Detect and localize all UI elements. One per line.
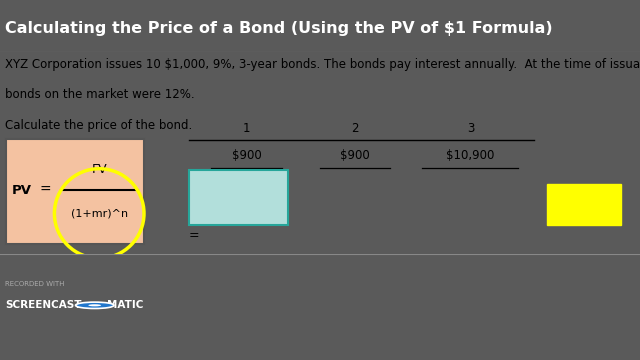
FancyBboxPatch shape bbox=[6, 139, 144, 244]
Circle shape bbox=[88, 304, 101, 306]
Text: (1+mr)^n: (1+mr)^n bbox=[70, 208, 128, 219]
FancyBboxPatch shape bbox=[189, 170, 288, 225]
Circle shape bbox=[76, 302, 114, 309]
Text: Calculate the price of the bond.: Calculate the price of the bond. bbox=[5, 119, 193, 132]
Text: =: = bbox=[40, 183, 51, 197]
Text: 3: 3 bbox=[467, 122, 474, 135]
Text: $900: $900 bbox=[340, 149, 370, 162]
Text: 2: 2 bbox=[351, 122, 359, 135]
Text: $10,900: $10,900 bbox=[446, 149, 495, 162]
Text: MATIC: MATIC bbox=[107, 300, 143, 310]
FancyBboxPatch shape bbox=[547, 184, 621, 225]
Text: $900: $900 bbox=[232, 149, 261, 162]
Text: RECORDED WITH: RECORDED WITH bbox=[5, 280, 65, 287]
Text: Calculating the Price of a Bond (Using the PV of $1 Formula): Calculating the Price of a Bond (Using t… bbox=[5, 21, 553, 36]
Text: FV: FV bbox=[92, 163, 107, 176]
Text: 1: 1 bbox=[243, 122, 250, 135]
Text: bonds on the market were 12%.: bonds on the market were 12%. bbox=[5, 89, 195, 102]
Text: =: = bbox=[189, 229, 200, 242]
Text: XYZ Corporation issues 10 $1,000, 9%, 3-year bonds. The bonds pay interest annua: XYZ Corporation issues 10 $1,000, 9%, 3-… bbox=[5, 58, 640, 71]
Text: SCREENCAST: SCREENCAST bbox=[5, 300, 82, 310]
Text: PV: PV bbox=[12, 184, 31, 197]
